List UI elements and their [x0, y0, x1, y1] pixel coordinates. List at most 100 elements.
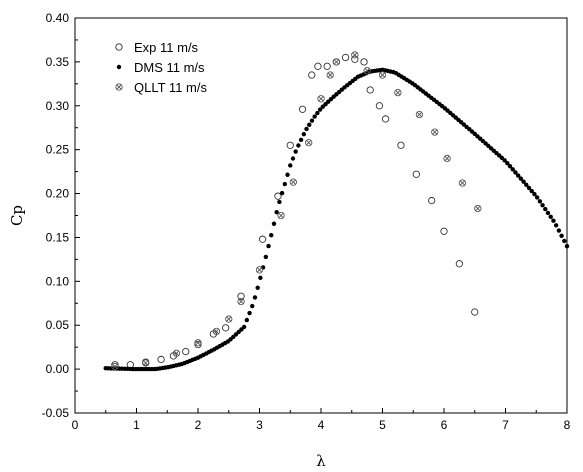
x-axis-label: λ [316, 452, 326, 470]
data-point [250, 303, 255, 309]
data-point [258, 235, 267, 243]
data-point [269, 233, 274, 238]
data-point [252, 295, 258, 300]
data-point [363, 67, 371, 75]
data-point [263, 254, 269, 260]
data-point [298, 105, 307, 113]
data-point [428, 196, 436, 205]
data-point [274, 192, 282, 200]
legend: Exp 11 m/s DMS 11 m/s QLLT 11 m/s [115, 40, 207, 95]
data-point [317, 107, 323, 112]
data-point [266, 243, 271, 249]
x-tick-label: 5 [379, 418, 386, 432]
data-point [301, 131, 307, 137]
series-filled-circle [103, 67, 570, 372]
data-point [317, 95, 325, 103]
data-point [443, 154, 451, 163]
data-point [304, 126, 309, 132]
legend-marker [115, 83, 123, 91]
data-point [518, 176, 524, 181]
x-tick-label: 4 [318, 418, 325, 432]
data-point [378, 71, 387, 79]
data-point [360, 58, 368, 66]
data-point [288, 163, 293, 168]
data-point [412, 170, 420, 178]
series-open-circle [111, 53, 479, 369]
data-point [285, 172, 290, 177]
data-point [305, 138, 313, 147]
data-point [545, 210, 551, 216]
data-point [277, 211, 285, 220]
data-point [526, 185, 532, 191]
data-point [507, 164, 513, 169]
data-point [562, 238, 567, 244]
y-tick-label: 0.15 [46, 230, 70, 244]
data-point [323, 62, 331, 70]
data-point [366, 86, 374, 94]
y-tick-label: 0.35 [46, 55, 70, 69]
data-point [513, 170, 518, 175]
y-tick-label: 0.00 [46, 362, 70, 376]
legend-marker [115, 43, 123, 51]
data-point [315, 110, 320, 116]
data-point [548, 214, 553, 220]
data-point [244, 317, 250, 323]
data-point [237, 292, 245, 300]
y-tick-label: 0.20 [46, 187, 70, 201]
data-point [397, 141, 405, 149]
plot-frame [74, 17, 568, 414]
y-tick-label: 0.30 [46, 99, 70, 113]
data-point [351, 55, 359, 63]
x-tick-label: 1 [133, 418, 140, 432]
data-point [307, 122, 312, 128]
data-point [157, 355, 165, 364]
data-point [309, 118, 315, 123]
data-point [502, 158, 507, 163]
x-tick-label: 3 [256, 418, 263, 432]
data-point [182, 347, 190, 356]
legend-label: DMS 11 m/s [134, 60, 205, 75]
data-series [103, 51, 570, 372]
data-point [255, 266, 264, 274]
data-point [241, 324, 247, 330]
data-point [474, 204, 482, 213]
data-point [308, 71, 316, 79]
data-point [225, 315, 233, 323]
data-point [258, 275, 263, 281]
data-point [375, 102, 384, 110]
axis-ticks [74, 17, 568, 414]
data-point [222, 324, 230, 332]
data-point [381, 115, 390, 123]
y-tick-label: 0.25 [46, 143, 70, 157]
data-point [277, 199, 282, 205]
data-point [394, 88, 402, 97]
data-point [293, 149, 298, 154]
y-tick-label: 0.05 [46, 318, 70, 332]
x-tick-label: 2 [195, 418, 202, 432]
data-point [282, 181, 288, 187]
data-point [551, 218, 556, 223]
data-point [194, 339, 202, 347]
y-tick-label: 0.40 [46, 11, 70, 25]
data-point [532, 191, 537, 197]
y-tick-label: -0.05 [42, 406, 70, 420]
data-point [286, 141, 294, 149]
data-point [440, 227, 448, 235]
data-point [247, 310, 252, 316]
data-point [534, 195, 540, 200]
data-point [471, 308, 479, 316]
data-point [298, 137, 304, 143]
data-point [510, 167, 515, 172]
data-point [289, 178, 297, 186]
data-point [326, 71, 334, 79]
x-tick-label: 0 [72, 418, 79, 432]
legend-label: Exp 11 m/s [134, 40, 199, 55]
data-point [553, 223, 559, 228]
y-tick-label: 0.10 [46, 274, 70, 288]
data-point [455, 260, 464, 268]
data-point [279, 190, 285, 196]
data-point [212, 327, 221, 336]
data-point [255, 285, 260, 290]
x-tick-label: 6 [441, 418, 448, 432]
